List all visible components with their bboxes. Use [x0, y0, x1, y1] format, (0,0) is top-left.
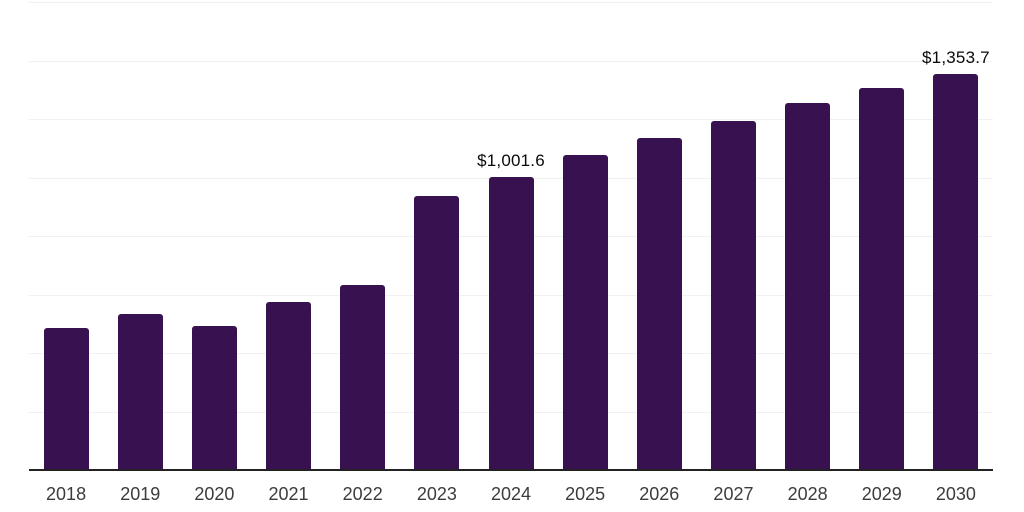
x-axis-line: [29, 469, 993, 471]
x-axis-label-2021: 2021: [268, 484, 309, 504]
bar-2026: [636, 137, 682, 470]
bar-2028: [785, 103, 831, 470]
x-axis-label-2024: 2024: [490, 484, 532, 504]
x-axis-label-2025: 2025: [565, 484, 606, 504]
gridline: [29, 60, 993, 62]
bar-2025: [562, 155, 608, 470]
gridline: [29, 119, 993, 120]
x-axis-label-2030: 2030: [935, 484, 976, 504]
bar-2024: [488, 177, 534, 470]
x-axis-label-2023: 2023: [416, 484, 457, 504]
bar-2030: [933, 74, 979, 470]
x-axis-label-2028: 2028: [787, 484, 828, 504]
bar-2021: [266, 301, 312, 470]
data-label-2030: $1,353.7: [922, 48, 990, 68]
gridline: [29, 2, 993, 3]
x-axis-label-2026: 2026: [639, 484, 680, 504]
x-axis-label-2018: 2018: [46, 484, 87, 504]
x-axis-label-2020: 2020: [194, 484, 235, 504]
x-axis-label-2029: 2029: [861, 484, 902, 504]
bar-2022: [340, 285, 386, 470]
bar-2029: [859, 87, 905, 470]
plot-area: $1,001.6 $1,353.7: [29, 2, 993, 470]
bar-2018: [43, 328, 89, 470]
bar-2019: [117, 313, 163, 470]
bar-2027: [710, 121, 756, 470]
data-label-2024: $1,001.6: [477, 151, 545, 171]
bar-2023: [414, 196, 460, 470]
x-axis-label-2022: 2022: [342, 484, 383, 504]
x-axis-label-2027: 2027: [713, 484, 754, 504]
bar-2020: [191, 326, 237, 470]
x-axis-label-2019: 2019: [120, 484, 161, 504]
